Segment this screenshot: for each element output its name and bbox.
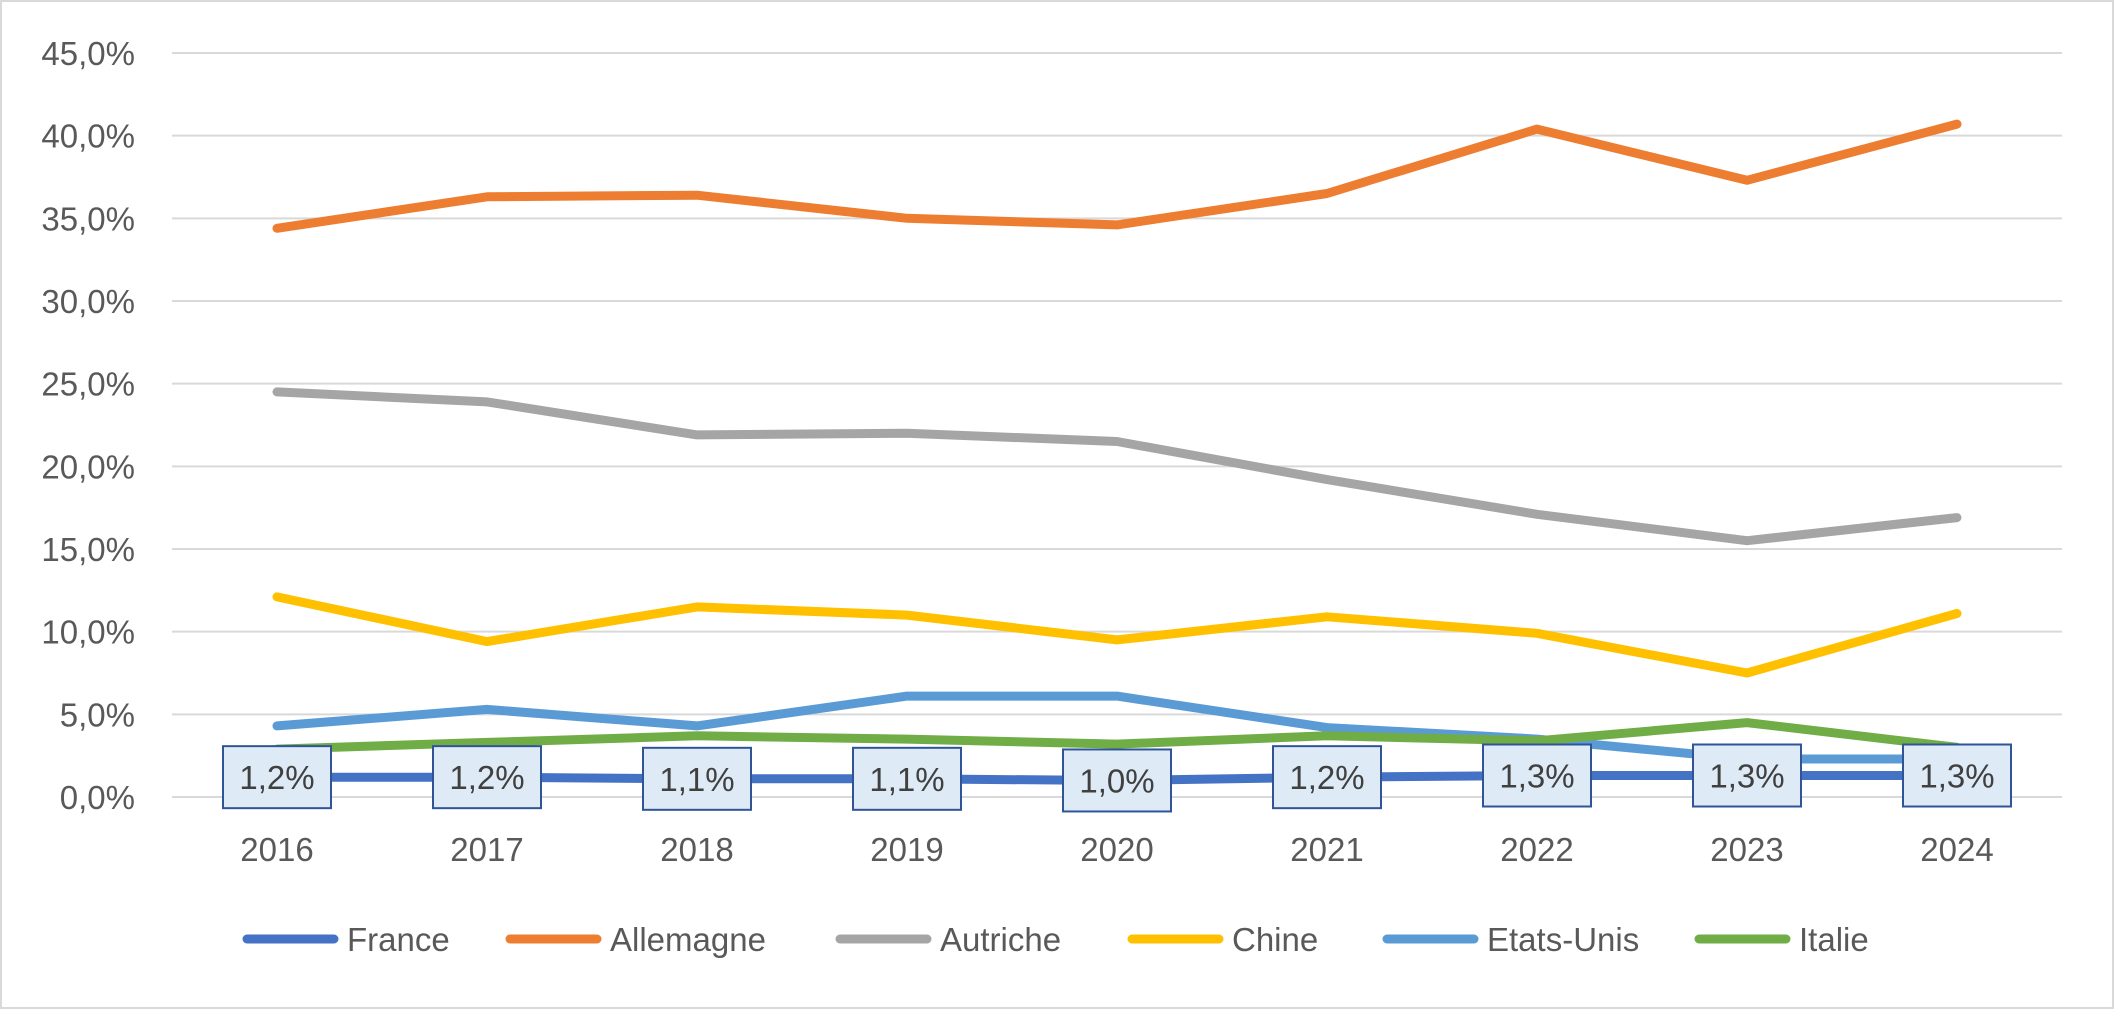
x-tick-label: 2021 (1290, 831, 1363, 868)
x-tick-label: 2019 (870, 831, 943, 868)
data-label: 1,2% (239, 759, 314, 796)
legend-label: Autriche (940, 921, 1061, 958)
series-lines (272, 119, 1962, 785)
y-tick-label: 45,0% (41, 35, 135, 72)
data-label: 1,0% (1079, 762, 1154, 799)
x-tick-label: 2016 (240, 831, 313, 868)
series-line-chine (272, 592, 1962, 678)
data-label: 1,3% (1499, 758, 1574, 795)
series-line-allemagne (272, 119, 1962, 233)
data-label: 1,2% (449, 759, 524, 796)
data-label-box (642, 746, 752, 811)
x-axis-tick-labels: 2016 2017 2018 2019 2020 2021 2022 2023 2024 (240, 831, 1993, 868)
data-label-box (1902, 743, 2012, 808)
legend-label: Allemagne (610, 921, 766, 958)
y-axis-tick-labels: 0,0% 5,0% 10,0% 15,0% 20,0% 25,0% 30,0% 35,0% 40… (41, 35, 135, 816)
y-tick-label: 20,0% (41, 448, 135, 485)
x-tick-label: 2022 (1500, 831, 1573, 868)
data-labels: 1,2% 1,2% 1,1% 1,1% 1,0% 1,2% 1,3% 1,3% 1,3% (222, 743, 2012, 813)
data-label: 1,1% (659, 761, 734, 798)
legend-label: France (347, 921, 450, 958)
x-tick-label: 2017 (450, 831, 523, 868)
data-label-box (1272, 745, 1382, 810)
x-tick-label: 2018 (660, 831, 733, 868)
data-label-box (1062, 748, 1172, 813)
y-tick-label: 30,0% (41, 283, 135, 320)
series-line-etats-unis (272, 691, 1962, 764)
data-label: 1,1% (869, 761, 944, 798)
legend-label: Chine (1232, 921, 1318, 958)
data-label-box (432, 745, 542, 810)
y-tick-label: 0,0% (60, 779, 135, 816)
gridlines (172, 52, 2062, 798)
legend-label: Etats-Unis (1487, 921, 1639, 958)
x-tick-label: 2024 (1920, 831, 1993, 868)
legend-label: Italie (1799, 921, 1869, 958)
y-tick-label: 5,0% (60, 696, 135, 733)
y-tick-label: 10,0% (41, 614, 135, 651)
data-label: 1,2% (1289, 759, 1364, 796)
y-tick-label: 25,0% (41, 366, 135, 403)
data-label: 1,3% (1709, 758, 1784, 795)
y-tick-label: 15,0% (41, 531, 135, 568)
data-label-box (852, 746, 962, 811)
y-tick-label: 35,0% (41, 200, 135, 237)
x-tick-label: 2020 (1080, 831, 1153, 868)
data-label: 1,3% (1919, 758, 1994, 795)
y-tick-label: 40,0% (41, 118, 135, 155)
data-label-box (1692, 743, 1802, 808)
series-line-autriche (272, 387, 1962, 546)
series-line-italie (272, 718, 1962, 754)
x-tick-label: 2023 (1710, 831, 1783, 868)
legend: France Allemagne Autriche Chine Etats-Unis It… (242, 921, 1869, 958)
data-label-box (222, 745, 332, 810)
data-label-box (1482, 743, 1592, 808)
